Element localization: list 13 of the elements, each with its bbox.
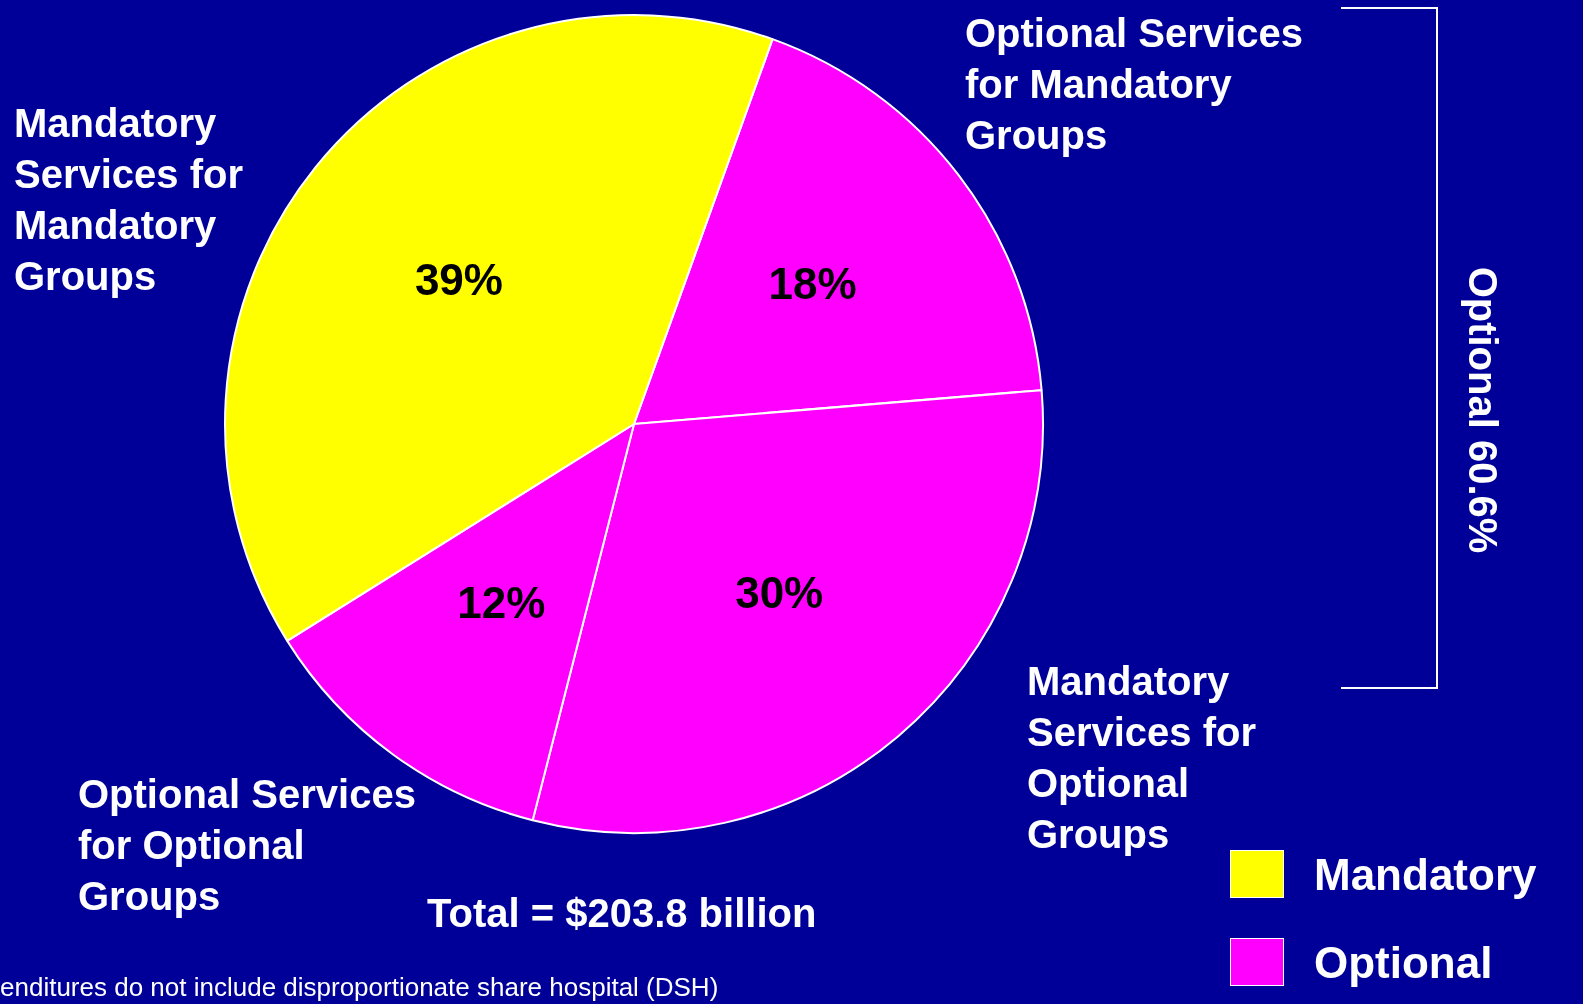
slice-label: Optional Services for Optional Groups (78, 772, 416, 918)
text: Optional 60.6% (1459, 266, 1506, 554)
slice-label: Mandatory Services for Mandatory Groups (14, 100, 245, 300)
text: Total = $203.8 billion (427, 890, 817, 937)
legend-label: Mandatory Services for Optional Groups (1027, 658, 1258, 858)
data-label: 30% (735, 567, 824, 617)
data-label: 39% (414, 254, 503, 304)
text: enditures do not include disproportionate share hospital (DSH) (0, 972, 719, 1003)
text: Mandatory (1314, 848, 1537, 900)
data-label: 18% (768, 259, 857, 309)
text: Optional (1314, 936, 1493, 988)
slice-label: Optional Services for Mandatory Groups (965, 10, 1304, 159)
data-label: 12% (457, 577, 546, 627)
